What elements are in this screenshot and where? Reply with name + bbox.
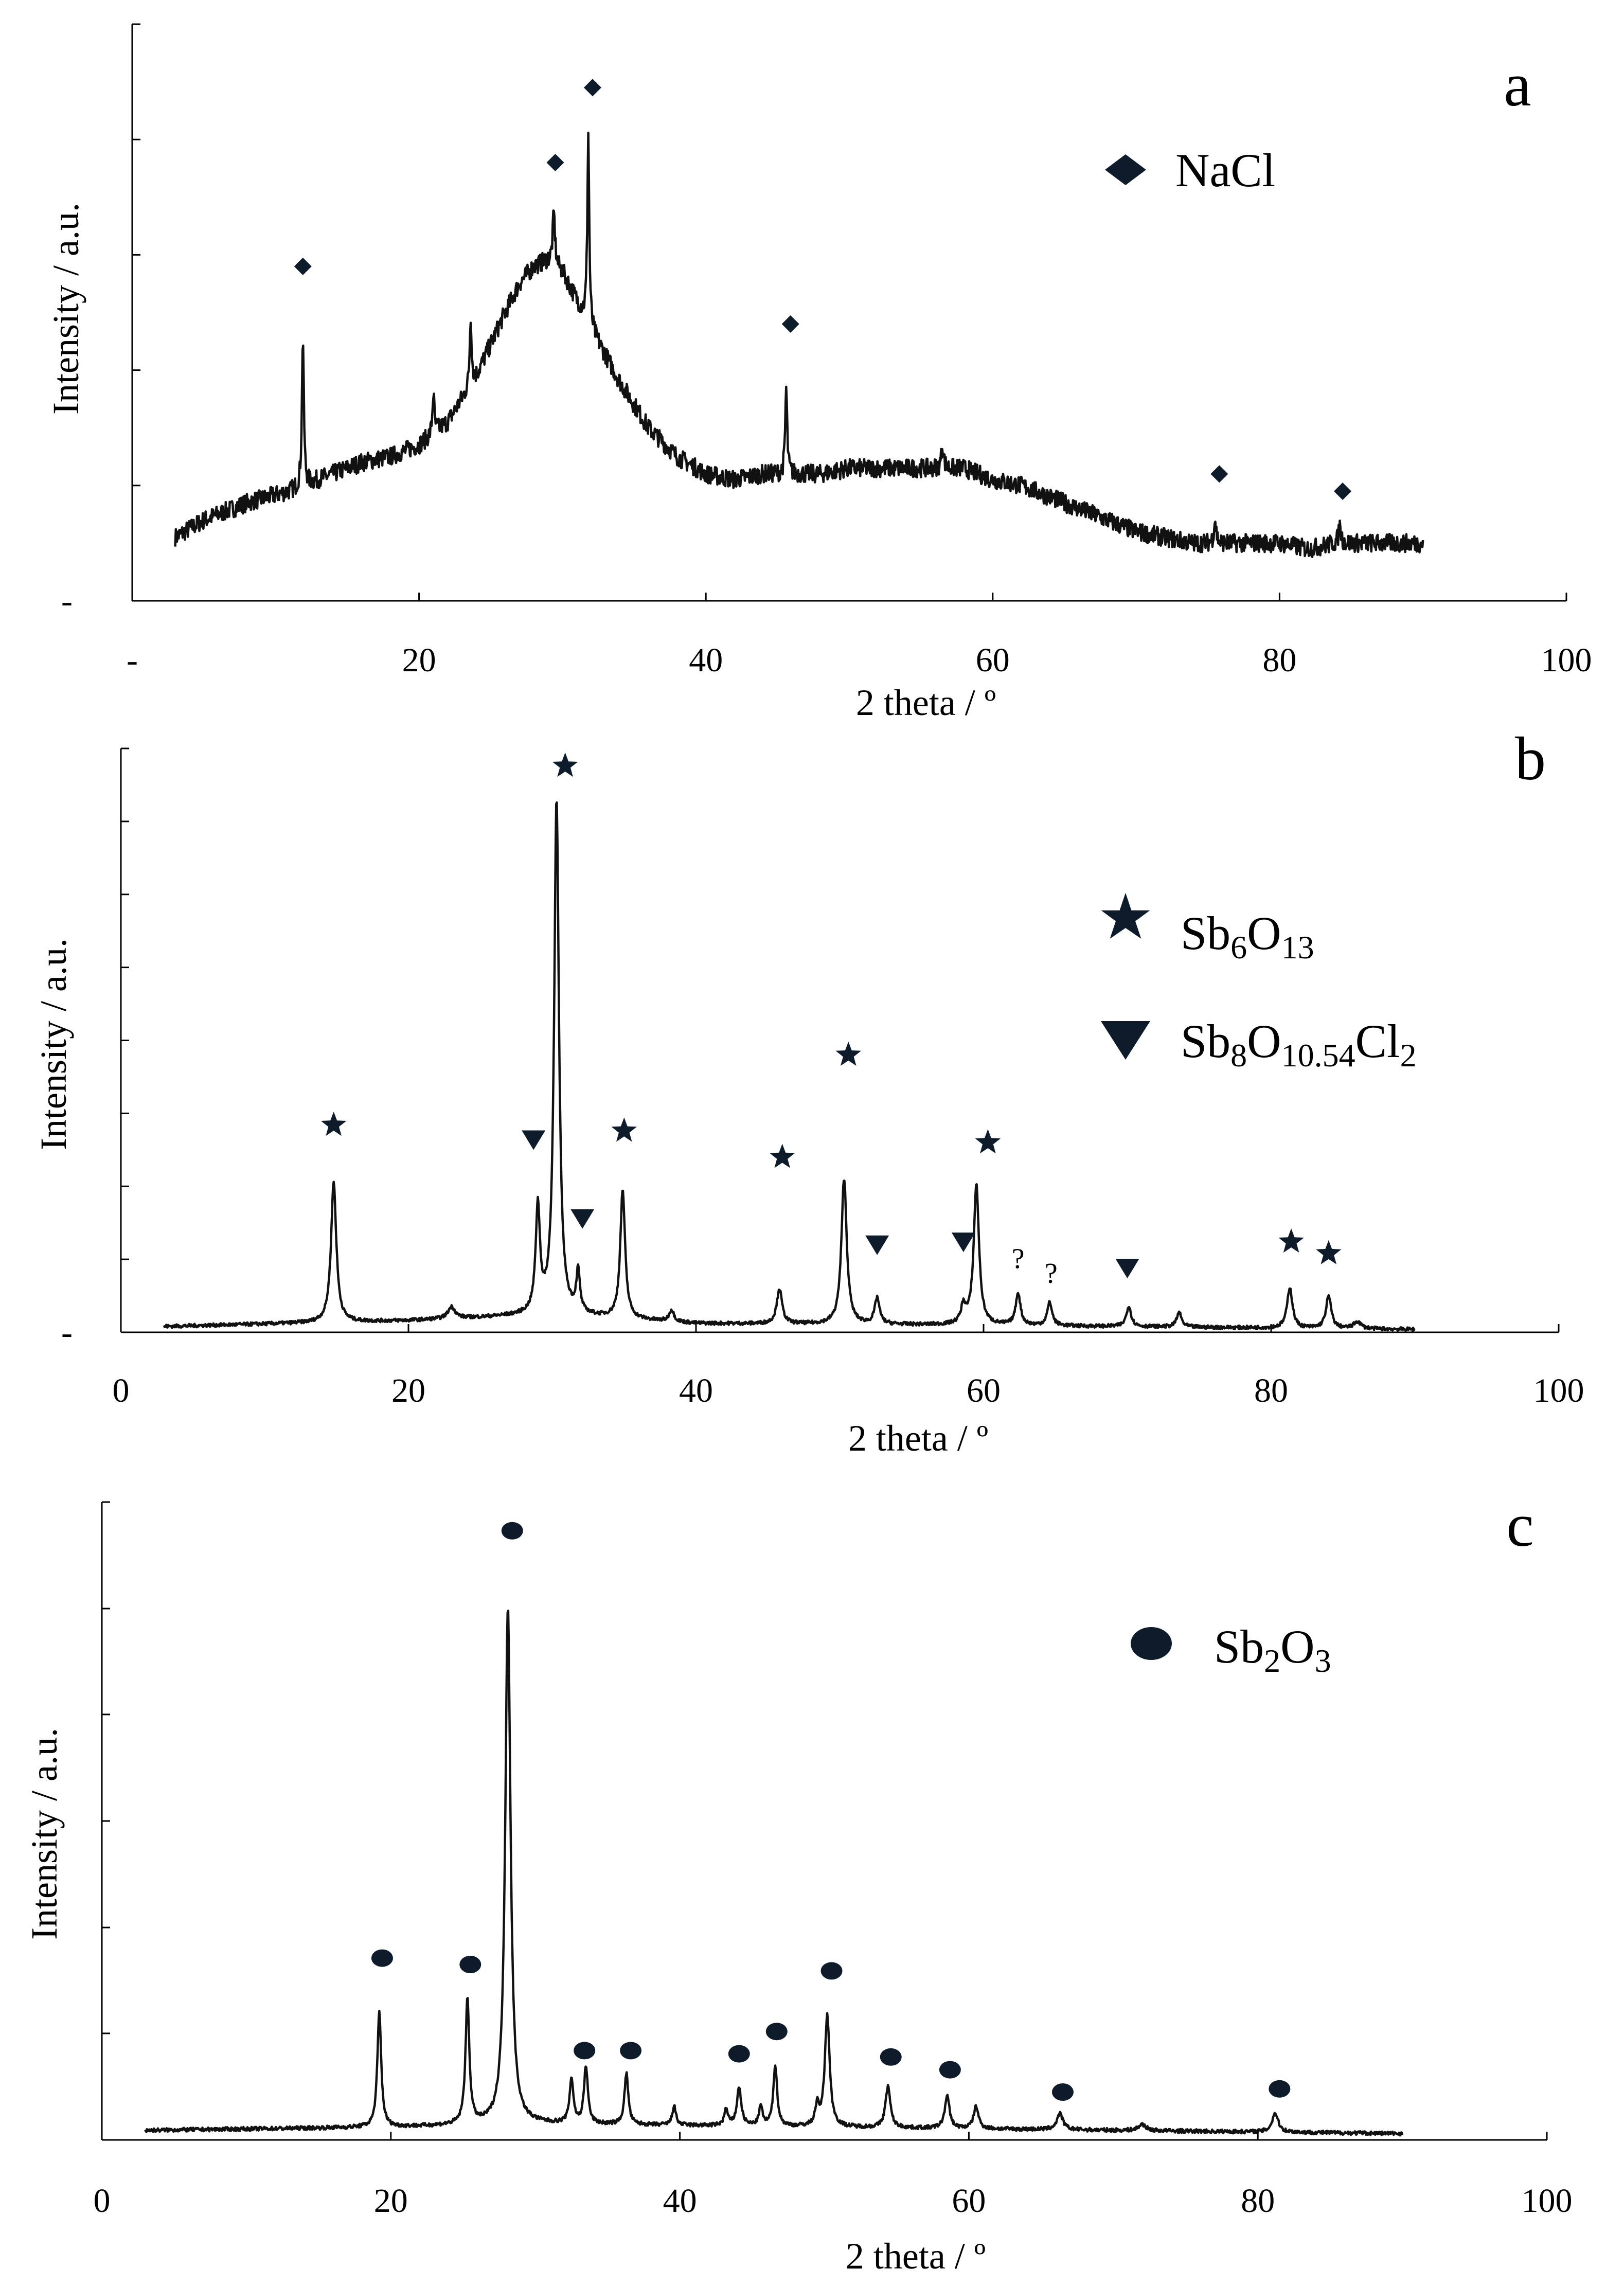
panel-b-ylabel: Intensity / a.u. — [33, 938, 74, 1150]
panel-a: - 20 40 60 80 100 - a NaCl 2 theta / º Intensi… — [45, 23, 1592, 723]
panel-b-xlabel: 2 theta / º — [848, 1418, 988, 1459]
x-tick-label: 40 — [663, 2182, 697, 2220]
x-tick-label: 80 — [1241, 2182, 1275, 2220]
panel-b-axes: 0 20 40 60 80 100 - — [61, 747, 1584, 1409]
sb6o13-peak-marker — [1316, 1240, 1342, 1264]
sb6o13-peak-marker — [552, 753, 578, 777]
sb2o3-peak-marker — [620, 2042, 642, 2060]
sb8o10cl2-peak-marker — [951, 1233, 975, 1253]
panel-c: 0 20 40 60 80 100 c Sb2O3 2 theta / º Intensi… — [24, 1491, 1573, 2277]
sb6o13-peak-marker — [835, 1041, 861, 1066]
x-tick-label: 80 — [1262, 641, 1296, 679]
legend-nacl-label: NaCl — [1175, 144, 1275, 197]
panel-c-legend: Sb2O3 — [1131, 1620, 1331, 1679]
x-tick-label: 0 — [113, 1372, 130, 1409]
nacl-peak-marker — [1210, 465, 1228, 483]
sb2o3-peak-marker — [501, 1522, 523, 1540]
xrd-pattern-line — [174, 131, 1424, 559]
x-tick-label: - — [127, 641, 138, 679]
nacl-peak-marker — [294, 257, 312, 275]
x-tick-label: 20 — [374, 2182, 408, 2220]
panel-c-markers — [371, 1522, 1291, 2101]
panel-c-xlabel: 2 theta / º — [846, 2236, 986, 2277]
legend-sb8o10-triangle-icon — [1101, 1021, 1150, 1060]
panel-a-series — [174, 131, 1424, 559]
panel-c-ylabel: Intensity / a.u. — [24, 1728, 65, 1940]
sb2o3-peak-marker — [371, 1949, 393, 1967]
panel-a-ylabel: Intensity / a.u. — [45, 203, 86, 415]
sb8o10cl2-peak-marker — [570, 1209, 595, 1229]
sb6o13-peak-marker — [975, 1129, 1001, 1154]
sb2o3-peak-marker — [574, 2042, 596, 2060]
nacl-peak-marker — [781, 315, 799, 333]
x-tick-label: 60 — [952, 2182, 986, 2220]
sb8o10cl2-peak-marker — [865, 1235, 889, 1255]
x-tick-label: 100 — [1541, 641, 1592, 679]
sb2o3-peak-marker — [728, 2045, 750, 2063]
panel-a-legend: NaCl — [1105, 144, 1275, 197]
legend-sb6o13-star-icon — [1101, 892, 1150, 939]
panel-a-letter: a — [1504, 50, 1531, 119]
panel-b: 0 20 40 60 80 100 - ?? b Sb6O13 Sb8O10.54Cl2 2… — [33, 724, 1584, 1459]
sb2o3-peak-marker — [1269, 2080, 1291, 2098]
nacl-peak-marker — [583, 79, 601, 97]
panel-a-xlabel: 2 theta / º — [856, 682, 996, 723]
legend-sb2o3-ellipse-icon — [1131, 1627, 1172, 1660]
unidentified-peak-label: ? — [1045, 1258, 1058, 1290]
sb2o3-peak-marker — [459, 1956, 481, 1973]
sb2o3-peak-marker — [1051, 2083, 1074, 2101]
nacl-peak-marker — [1334, 483, 1352, 501]
panel-a-axes: - 20 40 60 80 100 - — [61, 23, 1592, 679]
x-tick-label: 20 — [402, 641, 436, 679]
x-tick-label: 20 — [391, 1372, 425, 1409]
legend-sb2o3-label: Sb2O3 — [1214, 1620, 1331, 1679]
panel-c-axes: 0 20 40 60 80 100 — [94, 1501, 1573, 2220]
panel-b-letter: b — [1515, 724, 1546, 793]
sb6o13-peak-marker — [770, 1144, 795, 1168]
xrd-pattern-line — [144, 1610, 1404, 2137]
legend-sb8o10cl2-label: Sb8O10.54Cl2 — [1181, 1015, 1417, 1074]
x-tick-label: 80 — [1254, 1372, 1288, 1409]
sb2o3-peak-marker — [880, 2048, 902, 2066]
y-tick-label: - — [61, 582, 73, 620]
unidentified-peak-label: ? — [1012, 1243, 1025, 1275]
x-tick-label: 60 — [967, 1372, 1001, 1409]
panel-c-series — [144, 1610, 1404, 2137]
x-tick-label: 40 — [679, 1372, 713, 1409]
nacl-peak-marker — [546, 154, 564, 172]
sb2o3-peak-marker — [765, 2023, 788, 2041]
sb6o13-peak-marker — [611, 1117, 637, 1142]
y-tick-label: - — [61, 1314, 73, 1351]
sb8o10cl2-peak-marker — [522, 1130, 546, 1150]
x-tick-label: 100 — [1522, 2182, 1573, 2220]
sb2o3-peak-marker — [820, 1962, 843, 1980]
panel-b-legend: Sb6O13 Sb8O10.54Cl2 — [1101, 892, 1417, 1074]
x-tick-label: 0 — [94, 2182, 111, 2220]
xrd-pattern-line — [163, 801, 1416, 1332]
legend-nacl-diamond-icon — [1105, 154, 1146, 185]
panel-b-series — [163, 801, 1416, 1332]
sb8o10cl2-peak-marker — [1115, 1259, 1139, 1279]
panel-c-letter: c — [1506, 1491, 1533, 1559]
x-tick-label: 100 — [1533, 1372, 1584, 1409]
x-tick-label: 40 — [689, 641, 723, 679]
sb2o3-peak-marker — [939, 2061, 961, 2079]
panel-b-markers: ?? — [320, 753, 1342, 1290]
legend-sb6o13-label: Sb6O13 — [1181, 907, 1314, 966]
sb6o13-peak-marker — [320, 1112, 347, 1136]
sb6o13-peak-marker — [1278, 1228, 1304, 1253]
x-tick-label: 60 — [976, 641, 1010, 679]
panel-a-markers — [294, 79, 1352, 501]
